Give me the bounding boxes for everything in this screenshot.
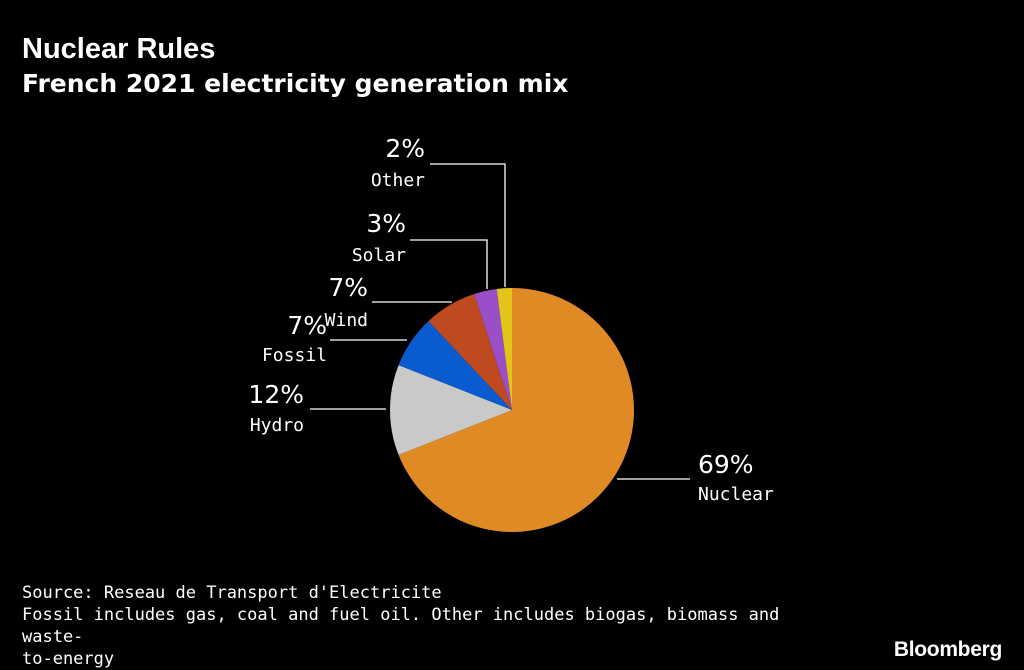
chart-subtitle: French 2021 electricity generation mix (22, 69, 569, 98)
footnote-line-1: Fossil includes gas, coal and fuel oil. … (22, 605, 780, 647)
pie-slice-solar (474, 288, 512, 410)
percent-label-other: 2% (385, 134, 425, 163)
percent-label-solar: 3% (366, 209, 406, 238)
chart-title: Nuclear Rules (22, 33, 216, 65)
category-label-hydro: Hydro (250, 415, 304, 436)
percent-label-hydro: 12% (248, 380, 304, 409)
category-label-solar: Solar (352, 245, 406, 266)
category-label-wind: Wind (325, 310, 368, 331)
leader-lines (310, 163, 690, 480)
pie-slice-nuclear (398, 288, 635, 532)
leader-line-other (430, 163, 506, 287)
slice-labels: 69%Nuclear12%Hydro7%Fossil7%Wind3%Solar2… (248, 134, 774, 505)
source-note: Source: Reseau de Transport d'Electricit… (22, 583, 442, 603)
percent-label-wind: 7% (328, 273, 368, 302)
leader-line-solar (410, 239, 488, 289)
percent-label-fossil: 7% (287, 311, 327, 340)
bloomberg-logo: Bloomberg (893, 638, 1002, 661)
pie-slice-wind (428, 293, 512, 410)
chart-footer: Source: Reseau de Transport d'Electricit… (22, 582, 822, 670)
pie-slice-hydro (390, 365, 512, 455)
category-label-nuclear: Nuclear (698, 484, 774, 505)
percent-label-nuclear: 69% (698, 450, 754, 479)
category-label-other: Other (371, 170, 425, 191)
footnote-line-2: to-energy (22, 649, 115, 669)
pie-slice-fossil (398, 321, 512, 410)
category-label-fossil: Fossil (262, 345, 327, 366)
pie-slices (390, 288, 635, 532)
pie-slice-other (496, 288, 512, 410)
